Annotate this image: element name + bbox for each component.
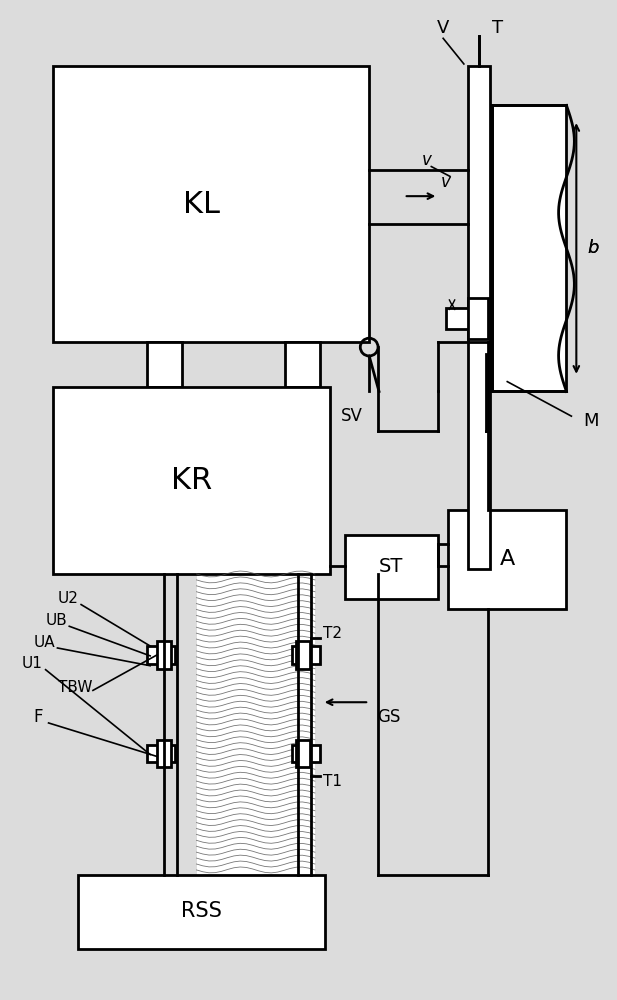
Text: v: v	[441, 173, 451, 191]
Text: SV: SV	[341, 407, 362, 425]
Text: ST: ST	[379, 557, 403, 576]
Text: TBW: TBW	[59, 680, 93, 695]
Text: V: V	[437, 19, 449, 37]
Text: F: F	[34, 708, 43, 726]
Text: T1: T1	[323, 774, 342, 789]
Text: U2: U2	[57, 591, 78, 606]
Bar	[344, 535, 438, 599]
Bar	[147, 342, 182, 387]
Bar	[296, 641, 310, 669]
Text: b: b	[587, 239, 598, 257]
Text: RSS: RSS	[181, 901, 222, 921]
Bar	[157, 641, 171, 669]
Bar	[157, 740, 171, 767]
Text: A: A	[500, 549, 515, 569]
Bar	[296, 740, 310, 767]
Bar	[468, 66, 489, 569]
Bar	[54, 387, 329, 574]
Text: v: v	[421, 151, 431, 169]
Text: UB: UB	[46, 613, 67, 628]
Text: KR: KR	[171, 466, 212, 495]
Bar	[292, 745, 320, 762]
Bar	[468, 298, 487, 339]
Bar	[147, 646, 175, 664]
Text: GS: GS	[377, 708, 400, 726]
Text: KL: KL	[183, 190, 220, 219]
Bar	[446, 308, 476, 329]
Bar	[78, 875, 325, 949]
Bar	[285, 342, 320, 387]
Text: UA: UA	[34, 635, 56, 650]
Bar	[197, 574, 315, 875]
Text: U1: U1	[22, 656, 43, 671]
Bar	[448, 510, 566, 609]
Bar	[292, 646, 320, 664]
Bar	[147, 745, 175, 762]
Bar	[54, 66, 369, 342]
Text: b: b	[587, 239, 598, 257]
Text: T: T	[492, 19, 503, 37]
Text: T2: T2	[323, 626, 342, 641]
Text: M: M	[584, 412, 599, 430]
Bar	[492, 105, 566, 391]
